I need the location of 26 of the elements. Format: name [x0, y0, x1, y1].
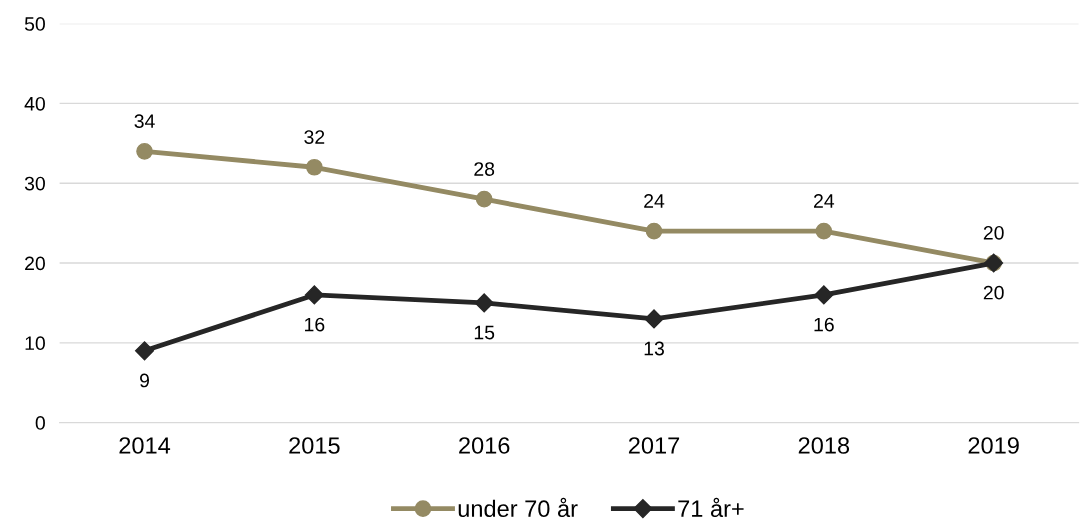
data-label: 15	[474, 325, 495, 340]
data-label: 32	[304, 130, 325, 144]
data-label: 16	[305, 317, 325, 332]
data-label: 34	[134, 114, 155, 129]
y-tick-label: 30	[24, 176, 45, 191]
data-label: 16	[814, 317, 834, 332]
y-tick-label: 40	[24, 96, 45, 111]
data-label: 13	[644, 341, 664, 356]
legend-label: under 70 år	[458, 497, 578, 518]
data-label: 24	[814, 194, 835, 208]
x-tick-label: 2015	[289, 437, 340, 454]
legend-label: 71 år+	[678, 497, 744, 518]
y-tick-label: 50	[24, 17, 45, 31]
data-label: 24	[644, 194, 665, 208]
x-tick-label: 2014	[119, 437, 171, 454]
y-tick-label: 20	[25, 256, 45, 271]
data-label: 9	[140, 373, 150, 388]
x-tick-label: 2017	[628, 437, 680, 454]
y-tick-label: 0	[35, 416, 45, 430]
x-tick-label: 2019	[968, 437, 1019, 454]
x-tick-label: 2018	[798, 437, 850, 454]
x-tick-label: 2016	[459, 437, 510, 454]
data-label: 20	[983, 225, 1004, 240]
data-label: 20	[983, 285, 1004, 300]
y-tick-label: 10	[25, 336, 45, 351]
data-label: 28	[474, 162, 495, 176]
